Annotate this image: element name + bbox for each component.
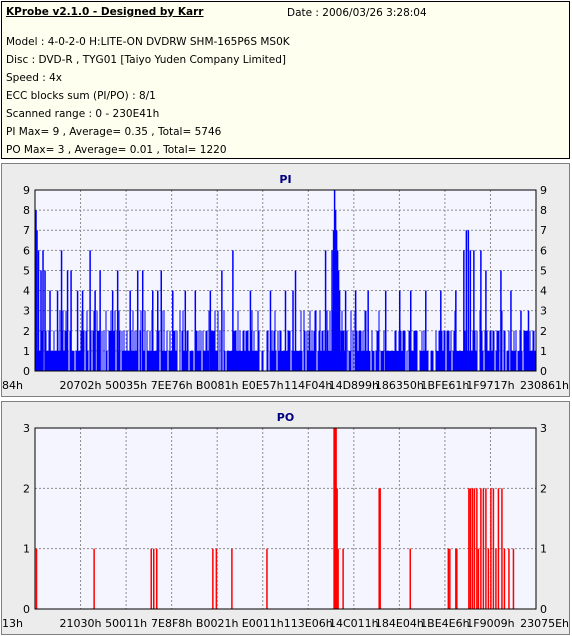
pi-x-tick-label: 14D899h bbox=[329, 379, 379, 392]
pi-x-tick-label: E0E57h bbox=[242, 379, 284, 392]
pi-y-tick-right: 8 bbox=[540, 204, 547, 217]
pi-x-tick-label: 20702h bbox=[60, 379, 102, 392]
po-x-tick-label: 7E8F8h bbox=[151, 617, 192, 630]
pi-chart-title: PI bbox=[279, 173, 291, 186]
pi-y-tick-left: 9 bbox=[23, 184, 30, 197]
info-panel: KProbe v2.1.0 - Designed by Karr Date : … bbox=[1, 1, 570, 159]
po-x-tick-label: 23075Eh bbox=[520, 617, 569, 630]
scanned-range: Scanned range : 0 - 230E41h bbox=[6, 108, 160, 120]
pi-plot-border bbox=[34, 189, 537, 372]
po-y-tick-right: 0 bbox=[540, 603, 547, 616]
pi-y-tick-left: 8 bbox=[23, 204, 30, 217]
pi-y-tick-left: 4 bbox=[23, 285, 30, 298]
po-x-tick-label: 1F9009h bbox=[466, 617, 514, 630]
pi-y-tick-right: 9 bbox=[540, 184, 547, 197]
app-title: KProbe v2.1.0 - Designed by Karr bbox=[6, 6, 204, 18]
pi-y-tick-right: 5 bbox=[540, 264, 547, 277]
pi-y-tick-left: 1 bbox=[23, 345, 30, 358]
po-plot-border bbox=[34, 427, 537, 610]
po-y-tick-left: 1 bbox=[23, 543, 30, 556]
pi-y-tick-left: 5 bbox=[23, 264, 30, 277]
pi-y-tick-right: 4 bbox=[540, 285, 547, 298]
po-x-tick-label: 184E04h bbox=[375, 617, 424, 630]
drive-model: Model : 4-0-2-0 H:LITE-ON DVDRW SHM-165P… bbox=[6, 36, 290, 48]
pi-y-tick-left: 3 bbox=[23, 305, 30, 318]
po-x-tick-label: 113E06h bbox=[284, 617, 333, 630]
pi-x-tick-label: 230861h bbox=[520, 379, 569, 392]
po-x-tick-label: E0011h bbox=[242, 617, 284, 630]
po-x-tick-label: 14C011h bbox=[329, 617, 379, 630]
pi-y-tick-left: 7 bbox=[23, 224, 30, 237]
po-y-tick-left: 3 bbox=[23, 422, 30, 435]
po-y-tick-left: 0 bbox=[23, 603, 30, 616]
po-y-tick-right: 3 bbox=[540, 422, 547, 435]
po-x-tick-label: 13h bbox=[2, 617, 23, 630]
pi-y-tick-right: 2 bbox=[540, 325, 547, 338]
ecc-blocks: ECC blocks sum (PI/PO) : 8/1 bbox=[6, 90, 156, 102]
disc-info: Disc : DVD-R , TYG01 [Taiyo Yuden Compan… bbox=[6, 54, 287, 66]
pi-x-tick-label: 1F9717h bbox=[466, 379, 514, 392]
po-y-tick-right: 2 bbox=[540, 482, 547, 495]
po-chart: PO 0 0 1 1 2 2 3 3 13h 21030h 50011h 7E8F8h B0021h E00… bbox=[1, 401, 570, 635]
pi-stats: PI Max= 9 , Average= 0.35 , Total= 5746 bbox=[6, 126, 222, 138]
po-x-tick-label: B0021h bbox=[196, 617, 239, 630]
po-chart-svg: PO 0 0 1 1 2 2 3 3 13h 21030h 50011h 7E8F8h B0021h E00… bbox=[2, 411, 569, 630]
pi-y-tick-right: 7 bbox=[540, 224, 547, 237]
scan-speed: Speed : 4x bbox=[6, 72, 63, 84]
pi-chart-svg: PI 0 0 1 1 2 2 3 3 4 4 5 5 6 6 7 7 8 8 9 9 84h 20702h 50035h 7EE… bbox=[2, 173, 569, 392]
pi-x-tick-label: 7EE76h bbox=[151, 379, 193, 392]
pi-y-tick-left: 2 bbox=[23, 325, 30, 338]
scan-date: Date : 2006/03/26 3:28:04 bbox=[287, 7, 427, 19]
pi-x-tick-label: 1BFE61h bbox=[421, 379, 470, 392]
po-y-tick-left: 2 bbox=[23, 482, 30, 495]
pi-y-tick-left: 0 bbox=[23, 365, 30, 378]
pi-y-tick-right: 3 bbox=[540, 305, 547, 318]
po-x-tick-label: 50011h bbox=[105, 617, 147, 630]
po-x-tick-label: 1BE4E6h bbox=[420, 617, 469, 630]
pi-x-tick-label: 84h bbox=[2, 379, 23, 392]
po-x-tick-label: 21030h bbox=[60, 617, 102, 630]
pi-chart: PI 0 0 1 1 2 2 3 3 4 4 5 5 6 6 7 7 8 8 9 9 84h 20702h 50035h 7EE… bbox=[1, 163, 570, 397]
pi-x-tick-label: 50035h bbox=[105, 379, 147, 392]
po-stats: PO Max= 3 , Average= 0.01 , Total= 1220 bbox=[6, 144, 227, 156]
pi-x-tick-label: 114F04h bbox=[284, 379, 332, 392]
po-chart-title: PO bbox=[277, 411, 294, 424]
pi-x-tick-label: B0081h bbox=[196, 379, 239, 392]
pi-y-tick-right: 1 bbox=[540, 345, 547, 358]
pi-y-tick-right: 6 bbox=[540, 244, 547, 257]
po-plot-area bbox=[35, 428, 536, 609]
pi-x-tick-label: 186350h bbox=[375, 379, 424, 392]
po-y-tick-right: 1 bbox=[540, 543, 547, 556]
pi-y-tick-left: 6 bbox=[23, 244, 30, 257]
pi-y-tick-right: 0 bbox=[540, 365, 547, 378]
